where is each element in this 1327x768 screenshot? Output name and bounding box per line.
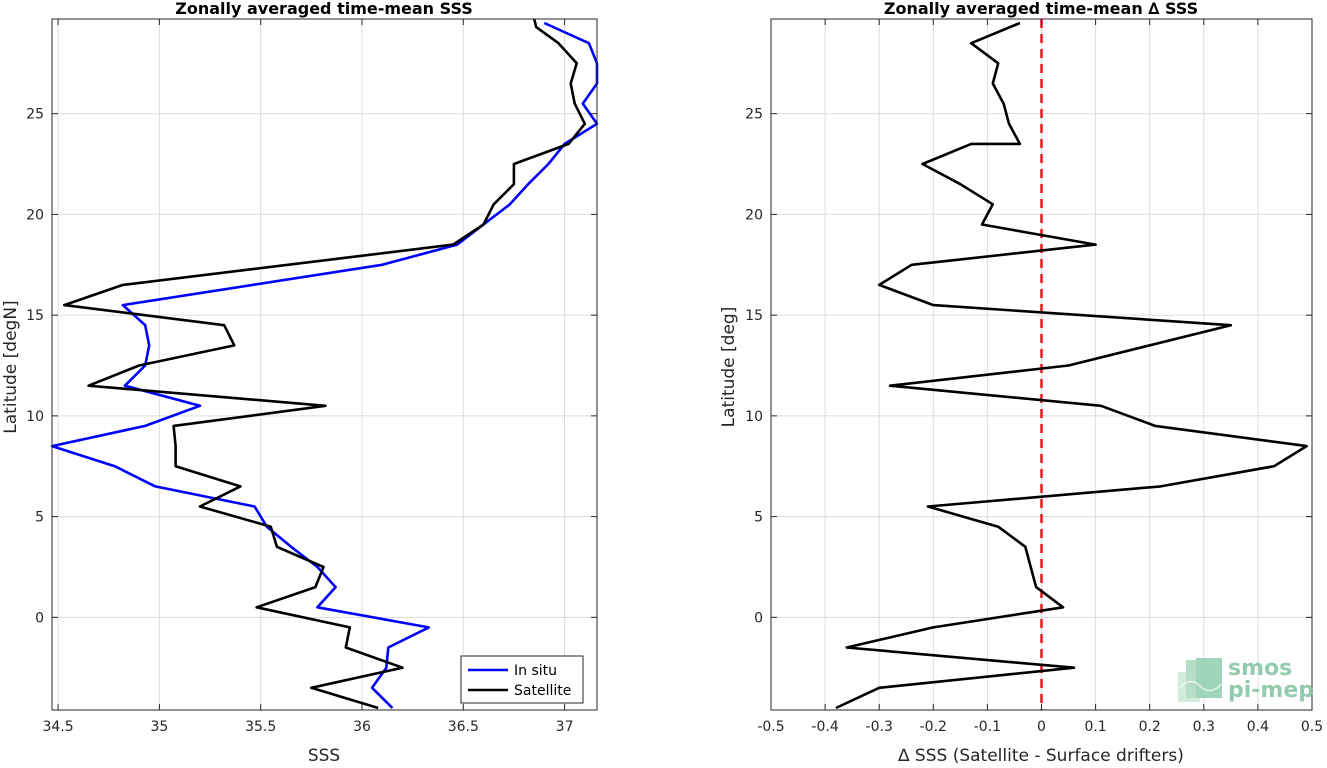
sss-ytick-label: 20 bbox=[26, 207, 44, 223]
sss-ytick-label: 25 bbox=[26, 107, 44, 123]
delta-xtick-label: -0.2 bbox=[920, 719, 947, 735]
sss-xlabel: SSS bbox=[308, 746, 340, 764]
delta-xtick-label: 0.5 bbox=[1301, 719, 1323, 735]
sss-series-line-satellite bbox=[62, 18, 587, 710]
legend-box bbox=[460, 655, 584, 704]
sss-plot-area bbox=[52, 19, 597, 710]
logo-line1: smos bbox=[1228, 656, 1292, 681]
delta-xtick-label: 0.1 bbox=[1084, 719, 1106, 735]
delta-ytick-label: 15 bbox=[745, 308, 763, 324]
logo-wave bbox=[1179, 680, 1223, 692]
delta-ytick-label: 20 bbox=[745, 207, 763, 223]
delta-xtick-label: -0.5 bbox=[757, 719, 784, 735]
sss-ylabel: Latitude [degN] bbox=[1, 300, 21, 433]
sss-ytick-label: 15 bbox=[26, 308, 44, 324]
sss-axes-box bbox=[51, 18, 598, 711]
delta-xtick-label: 0.3 bbox=[1193, 719, 1215, 735]
delta-ytick-label: 25 bbox=[745, 107, 763, 123]
sss-xtick-label: 34.5 bbox=[42, 719, 73, 735]
logo-line2: pi-mep bbox=[1228, 678, 1314, 703]
delta-ytick-label: 0 bbox=[754, 610, 763, 626]
sss-ytick-label: 5 bbox=[35, 510, 44, 526]
delta-xlabel: ∆ SSS (Satellite - Surface drifters) bbox=[897, 746, 1184, 764]
delta-ylabel: Latitude [deg] bbox=[719, 307, 739, 428]
delta-xtick-label: 0 bbox=[1037, 719, 1046, 735]
sss-ytick-label: 10 bbox=[26, 409, 44, 425]
sss-panel: 34.5 35 35.5 36 36.5 37 0 5 10 15 20 25 Zonally ave… bbox=[1, 0, 599, 766]
legend-in-situ-label: In situ bbox=[514, 663, 557, 679]
sss-xtick-label: 36 bbox=[353, 719, 371, 735]
sss-xtick-label: 36.5 bbox=[448, 719, 479, 735]
smos-pi-mep-logo: smos pi-mep bbox=[1178, 656, 1314, 703]
sss-title: Zonally averaged time-mean SSS bbox=[175, 0, 473, 18]
delta-series bbox=[835, 21, 1308, 710]
sss-xtick-label: 35 bbox=[150, 719, 168, 735]
legend-satellite-label: Satellite bbox=[514, 683, 571, 699]
delta-series-line-0 bbox=[835, 21, 1308, 710]
delta-ticks: -0.5 -0.4 -0.3 -0.2 -0.1 0 0.1 0.2 0.3 0.4 0.5 0 5 10… bbox=[745, 19, 1323, 735]
delta-xtick-label: 0.2 bbox=[1139, 719, 1161, 735]
delta-sss-panel: -0.5 -0.4 -0.3 -0.2 -0.1 0 0.1 0.2 0.3 0.4 0.5 0 5 10… bbox=[719, 0, 1323, 766]
sss-grid bbox=[52, 19, 597, 710]
sss-ytick-label: 0 bbox=[35, 610, 44, 626]
delta-ytick-label: 10 bbox=[745, 409, 763, 425]
delta-ytick-label: 5 bbox=[754, 510, 763, 526]
sss-legend: In situ Satellite bbox=[460, 655, 584, 704]
logo-block-3 bbox=[1196, 658, 1222, 698]
delta-xtick-label: -0.1 bbox=[974, 719, 1001, 735]
sss-xtick-label: 35.5 bbox=[245, 719, 276, 735]
delta-title: Zonally averaged time-mean ∆ SSS bbox=[884, 0, 1198, 18]
sss-ticks: 34.5 35 35.5 36 36.5 37 0 5 10 15 20 25 bbox=[26, 19, 597, 735]
sss-series bbox=[50, 18, 599, 710]
delta-xtick-label: -0.3 bbox=[866, 719, 893, 735]
sss-xtick-label: 37 bbox=[556, 719, 574, 735]
delta-xtick-label: 0.4 bbox=[1247, 719, 1269, 735]
delta-xtick-label: -0.4 bbox=[811, 719, 838, 735]
sss-series-line-in-situ bbox=[50, 21, 599, 709]
